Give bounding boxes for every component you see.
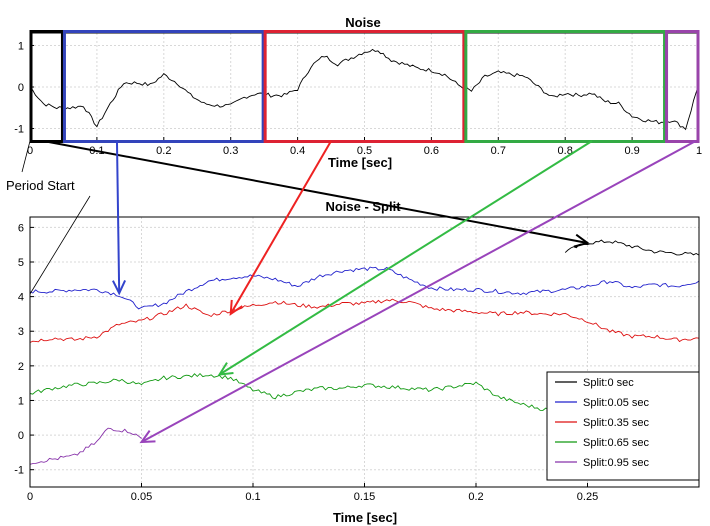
y-tick-label: 5 xyxy=(18,257,24,269)
legend: Split:0 sec Split:0.05 sec Split:0.35 sec S… xyxy=(546,371,700,481)
x-tick-label: 0.15 xyxy=(354,491,375,503)
x-tick-label: 0.9 xyxy=(624,145,639,157)
split-window-box xyxy=(263,30,466,143)
split-window-box xyxy=(464,30,667,143)
x-tick-label: 1 xyxy=(696,145,702,157)
bottom-plot-xlabel: Time [sec] xyxy=(333,510,397,525)
x-tick-label: 0.4 xyxy=(290,145,305,157)
bottom-plot-series xyxy=(29,239,700,465)
x-tick-label: 0.6 xyxy=(424,145,439,157)
period-start-label: Period Start xyxy=(6,178,75,193)
arrow-split-0-05-head xyxy=(112,280,127,296)
x-tick-label: 0.3 xyxy=(223,145,238,157)
series-line-split-0-95-sec xyxy=(29,427,142,465)
x-tick-label: 0.5 xyxy=(357,145,372,157)
series-line-split-0-sec xyxy=(564,239,700,256)
y-tick-label: -1 xyxy=(14,124,24,136)
split-window-box xyxy=(62,30,265,143)
arrow-split-0-05 xyxy=(115,140,121,294)
series-line-split-0-05-sec xyxy=(29,266,700,310)
top-plot-title: Noise xyxy=(345,15,380,30)
split-window-box xyxy=(665,30,700,143)
y-tick-label: 0 xyxy=(18,82,24,94)
y-tick-label: 1 xyxy=(18,395,24,407)
y-tick-label: 6 xyxy=(18,222,24,234)
bottom-plot-yticks: -1 0 1 2 3 4 5 6 xyxy=(14,222,34,477)
top-plot-xticks: 00.10.20.30.40.50.60.70.80.91 xyxy=(27,137,702,157)
y-tick-label: 0 xyxy=(18,430,24,442)
legend-label: Split:0.95 sec xyxy=(583,457,650,469)
series-line-split-0-65-sec xyxy=(29,372,588,416)
arrow-split-0-head xyxy=(573,233,590,248)
legend-label: Split:0.35 sec xyxy=(583,417,650,429)
y-tick-label: 3 xyxy=(18,326,24,338)
top-plot-grid xyxy=(29,33,700,141)
x-tick-label: 0 xyxy=(27,145,33,157)
arrow-split-0-95 xyxy=(141,140,697,443)
arrow-split-0-35 xyxy=(229,140,332,315)
series-line-0 xyxy=(29,48,700,131)
y-tick-label: 4 xyxy=(18,292,24,304)
y-tick-label: 2 xyxy=(18,361,24,373)
legend-label: Split:0.65 sec xyxy=(583,437,650,449)
x-tick-label: 0 xyxy=(27,491,33,503)
split-boxes xyxy=(29,30,700,143)
legend-label: Split:0 sec xyxy=(583,377,634,389)
period-start-leader-bottom xyxy=(29,195,91,295)
annotation-arrows xyxy=(43,140,697,444)
top-plot-xlabel: Time [sec] xyxy=(328,155,392,170)
period-start-leader-top xyxy=(21,140,31,173)
x-tick-label: 0.05 xyxy=(131,491,152,503)
arrow-split-0-65 xyxy=(219,140,593,376)
x-tick-label: 0.8 xyxy=(558,145,573,157)
series-line-split-0-35-sec xyxy=(29,298,700,343)
legend-label: Split:0.05 sec xyxy=(583,397,650,409)
bottom-plot-title: Noise - Split xyxy=(325,199,401,214)
x-tick-label: 0.25 xyxy=(577,491,598,503)
x-tick-label: 0.7 xyxy=(491,145,506,157)
arrow-split-0-95-head xyxy=(139,430,156,444)
x-tick-label: 0.2 xyxy=(468,491,483,503)
arrow-split-0-35-head xyxy=(229,299,243,316)
x-tick-label: 0.2 xyxy=(156,145,171,157)
x-tick-label: 0.1 xyxy=(245,491,260,503)
top-plot-series xyxy=(29,48,700,131)
y-tick-label: 1 xyxy=(18,40,24,52)
arrow-split-0 xyxy=(43,140,588,244)
bottom-plot-xticks: 0 0.05 0.1 0.15 0.2 0.25 xyxy=(27,483,598,503)
y-tick-label: -1 xyxy=(14,465,24,477)
arrow-split-0-65-head xyxy=(217,362,234,376)
